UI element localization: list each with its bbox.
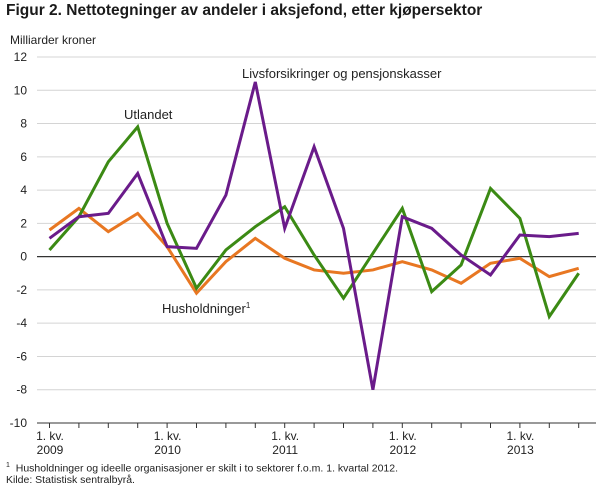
series-labels: Livsforsikringer og pensjonskasser Utlan… [124, 66, 442, 316]
x-tick-label-year: 2010 [154, 443, 181, 457]
y-tick-label: 12 [14, 50, 28, 64]
y-axis-label: Milliarder kroner [10, 33, 97, 47]
y-tick-label: 10 [14, 83, 28, 97]
y-tick-label: 2 [20, 216, 27, 230]
x-tick-label-year: 2009 [37, 443, 64, 457]
y-tick-label: -6 [16, 349, 27, 363]
x-tick-label: 1. kv. [271, 429, 299, 443]
series-label-husholdninger: Husholdninger1 [162, 301, 251, 316]
y-tick-label: -8 [16, 383, 27, 397]
y-tick-label: 0 [20, 250, 27, 264]
footnote-text: Husholdninger og ideelle organisasjoner … [15, 462, 399, 475]
y-tick-label: 8 [20, 117, 27, 131]
series-line-utlandet [48, 123, 580, 320]
x-tick-label: 1. kv. [389, 429, 417, 443]
series-line-livsforsikringer [48, 81, 579, 390]
x-tick-label-year: 2011 [272, 443, 298, 457]
gridlines [37, 56, 596, 424]
y-tick-label: -10 [10, 416, 28, 430]
series-lines [48, 81, 580, 390]
y-tick-label: 6 [20, 150, 27, 164]
y-tick-label: 4 [20, 183, 27, 197]
y-tick-label: -2 [16, 283, 27, 297]
x-tick-label: 1. kv. [507, 429, 535, 443]
x-tick-label: 1. kv. [154, 429, 182, 443]
footnote-marker: 1 [6, 462, 10, 469]
y-tick-label: -4 [16, 316, 27, 330]
source-note: Kilde: Statistisk sentralbyrå. [6, 474, 135, 486]
y-tick-labels: -10 -8 -6 -4 -2 0 2 4 6 8 10 12 [10, 50, 28, 430]
footnote: 1 Husholdninger og ideelle organisasjone… [6, 462, 398, 475]
x-tick-label: 1. kv. [36, 429, 64, 443]
series-label-utlandet: Utlandet [124, 107, 173, 122]
series-line-husholdninger [48, 206, 580, 296]
series-label-livsforsikringer: Livsforsikringer og pensjonskasser [242, 66, 442, 81]
figure-title: Figur 2. Nettotegninger av andeler i aks… [6, 2, 483, 19]
x-tick-label-year: 2013 [507, 443, 534, 457]
x-tick-label-year: 2012 [389, 443, 416, 457]
